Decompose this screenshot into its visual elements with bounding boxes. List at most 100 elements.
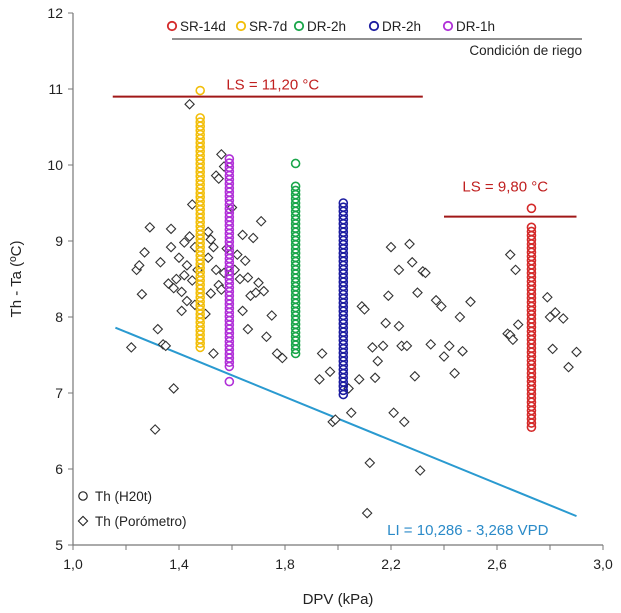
porometro-point <box>314 373 325 385</box>
h20t-point <box>195 113 205 123</box>
porometro-point <box>276 352 288 364</box>
porometro-point <box>393 264 405 276</box>
porometro-point <box>247 232 259 244</box>
porometro-point <box>231 249 243 261</box>
porometro-point <box>144 221 156 233</box>
porometro-points <box>125 98 582 519</box>
porometro-point <box>449 367 460 379</box>
legend-label: SR-7d <box>249 19 287 34</box>
porometro-point <box>160 340 172 352</box>
porometro-point <box>443 340 455 352</box>
y-tick-label: 12 <box>47 5 63 21</box>
h20t-point <box>338 198 349 208</box>
porometro-point <box>168 282 180 294</box>
legend-circle-marker <box>78 491 88 501</box>
legend-marker <box>166 20 178 32</box>
porometro-point <box>345 407 357 419</box>
porometro-point <box>547 343 559 355</box>
porometro-point <box>186 275 198 286</box>
porometro-point <box>237 305 248 317</box>
porometro-point <box>359 304 370 315</box>
legend-marker <box>368 20 380 32</box>
y-axis-title: Th - Ta (ºC) <box>8 241 25 318</box>
x-axis-title: DPV (kPa) <box>303 591 374 608</box>
porometro-point <box>237 229 248 241</box>
legend-label: DR-2h <box>307 19 346 34</box>
porometro-point <box>401 340 413 352</box>
porometro-point <box>139 247 150 258</box>
porometro-point <box>136 288 148 300</box>
h20t-point <box>224 158 235 168</box>
porometro-point <box>253 277 264 289</box>
x-tick-label: 2,2 <box>381 556 401 572</box>
porometro-point <box>382 290 394 302</box>
porometro-point <box>425 338 437 350</box>
porometro-point <box>571 346 582 358</box>
porometro-point <box>216 284 227 296</box>
reference-line-label: LI = 10,286 - 3,268 VPD <box>387 522 549 539</box>
porometro-point <box>213 173 225 185</box>
porometro-point <box>507 334 519 346</box>
porometro-point <box>557 313 569 324</box>
porometro-point <box>216 148 227 160</box>
porometro-point <box>353 373 365 385</box>
h20t-point <box>195 117 205 127</box>
reference-lines: LS = 11,20 °C LS = 9,80 °C LI = 10,286 - 3… <box>112 77 577 539</box>
reference-line-label: LS = 11,20 °C <box>226 77 319 94</box>
y-tick-label: 8 <box>55 309 63 325</box>
porometro-point <box>165 241 177 253</box>
legend-marker <box>235 20 247 32</box>
y-tick-label: 10 <box>47 157 63 173</box>
y-tick-label: 11 <box>48 81 63 97</box>
porometro-point <box>563 361 574 373</box>
porometro-point <box>380 317 392 329</box>
porometro-point <box>454 311 466 323</box>
porometro-point <box>173 252 185 264</box>
porometro-point <box>152 323 164 335</box>
porometro-point <box>412 287 423 299</box>
porometro-point <box>393 320 405 332</box>
reference-line <box>115 326 577 518</box>
porometro-point <box>255 215 267 227</box>
porometro-point <box>369 372 381 384</box>
porometro-point <box>414 465 426 476</box>
porometro-point <box>242 323 254 335</box>
porometro-point <box>155 256 166 268</box>
h20t-point <box>526 222 537 233</box>
porometro-point <box>165 223 177 235</box>
y-tick-label: 6 <box>55 461 63 477</box>
porometro-point <box>316 348 328 359</box>
porometro-point <box>210 264 222 276</box>
porometro-point <box>398 416 410 428</box>
h20t-point <box>290 158 301 169</box>
porometro-point <box>364 457 376 469</box>
porometro-point <box>261 331 272 343</box>
legends: SR-14d SR-7d DR-2h DR-2h DR-1h Condición de r… <box>77 19 582 529</box>
porometro-point <box>430 294 442 306</box>
h20t-point <box>290 185 301 196</box>
porometro-point <box>420 267 431 279</box>
h20t-points <box>195 85 537 433</box>
porometro-point <box>266 310 278 321</box>
porometro-point <box>168 383 180 394</box>
porometro-point <box>549 307 561 318</box>
porometro-point <box>205 234 217 245</box>
h20t-point <box>526 226 537 237</box>
legend-label: DR-1h <box>456 19 495 34</box>
porometro-point <box>184 231 195 242</box>
porometro-point <box>189 299 201 311</box>
h20t-point <box>224 376 235 387</box>
h20t-point <box>338 202 349 212</box>
porometro-point <box>388 407 400 419</box>
porometro-point <box>186 199 198 210</box>
porometro-point <box>176 305 188 317</box>
porometro-point <box>510 264 521 276</box>
porometro-point <box>176 286 188 298</box>
y-tick-label: 7 <box>55 385 63 401</box>
porometro-point <box>406 256 418 268</box>
porometro-point <box>239 255 251 267</box>
reference-line-label: LS = 9,80 °C <box>462 179 548 196</box>
porometro-point <box>324 366 336 378</box>
